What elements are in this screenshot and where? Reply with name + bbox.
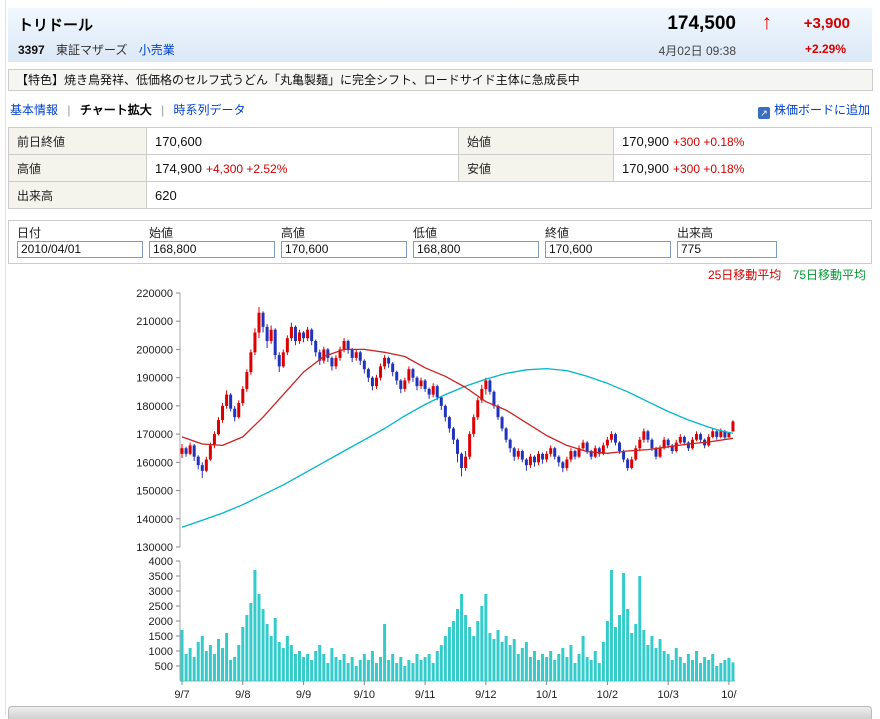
svg-text:160000: 160000	[136, 457, 173, 469]
current-price: 174,500	[667, 13, 736, 34]
stock-name: トリドール	[18, 17, 94, 34]
svg-text:2500: 2500	[149, 601, 173, 613]
tab-separator: |	[161, 103, 165, 117]
label-low: 安値	[458, 154, 614, 182]
next-section-header	[8, 706, 872, 719]
svg-text:220000: 220000	[136, 288, 173, 300]
prev-close-number: 170,600	[155, 133, 202, 149]
form-header-low: 低値	[413, 226, 438, 240]
svg-text:3500: 3500	[149, 571, 173, 583]
svg-text:9/11: 9/11	[415, 689, 436, 701]
tab-chart-expand[interactable]: チャート拡大	[79, 103, 152, 117]
add-to-board-label[interactable]: 株価ボードに追加	[773, 103, 870, 117]
svg-text:1500: 1500	[149, 631, 173, 643]
svg-text:4000: 4000	[149, 556, 173, 568]
legend-ma75: 75日移動平均	[792, 268, 866, 282]
svg-text:9/12: 9/12	[475, 689, 496, 701]
price-change: +3,900	[803, 15, 850, 32]
high-number: 174,900	[155, 160, 202, 176]
svg-text:140000: 140000	[136, 514, 173, 526]
svg-text:130000: 130000	[136, 542, 173, 554]
stock-header: トリドール 3397 東証マザーズ 小売業 174,500 ↑ +3,900 4…	[8, 8, 872, 62]
date-input[interactable]	[17, 240, 143, 258]
svg-text:2000: 2000	[149, 616, 173, 628]
svg-text:9/9: 9/9	[296, 689, 311, 701]
label-volume: 出来高	[8, 181, 147, 209]
form-header-open: 始値	[149, 226, 174, 240]
table-row: 高値 174,900 +4,300 +2.52% 安値 170,900 +300 +…	[8, 154, 872, 182]
form-header-date: 日付	[17, 226, 42, 240]
svg-text:9/7: 9/7	[174, 689, 189, 701]
label-open: 始値	[458, 127, 614, 155]
add-to-board-link[interactable]: ↗ 株価ボードに追加	[757, 101, 870, 119]
stock-market: 東証マザーズ	[56, 43, 128, 57]
table-row: 出来高 620	[8, 181, 872, 209]
svg-text:200000: 200000	[136, 344, 173, 356]
tab-basic-info[interactable]: 基本情報	[10, 103, 59, 117]
daily-quote-form: 日付 始値 高値 低値 終値 出来高	[8, 220, 872, 264]
value-low: 170,900 +300 +0.18%	[613, 154, 872, 182]
svg-text:10/2: 10/2	[597, 689, 618, 701]
chart-legend: 25日移動平均 75日移動平均	[708, 266, 866, 283]
tab-bar: 基本情報 | チャート拡大 | 時系列データ ↗ 株価ボードに追加	[8, 101, 872, 119]
feature-description: 【特色】焼き鳥発祥、低価格のセルフ式うどん「丸亀製麺」に完全シフト、ロードサイド…	[8, 69, 873, 91]
form-header-volume: 出来高	[677, 226, 714, 240]
stock-code-line: 3397 東証マザーズ 小売業	[18, 41, 175, 58]
up-arrow-icon: ↑	[761, 11, 773, 34]
legend-ma25: 25日移動平均	[707, 268, 782, 282]
svg-text:10/3: 10/3	[657, 689, 678, 701]
svg-text:10/1: 10/1	[536, 689, 557, 701]
quote-datetime: 4月02日 09:38	[658, 44, 736, 58]
page-left-border	[5, 0, 6, 715]
svg-text:210000: 210000	[136, 316, 173, 328]
svg-text:9/10: 9/10	[354, 689, 375, 701]
low-input[interactable]	[413, 240, 539, 258]
svg-text:180000: 180000	[136, 401, 173, 413]
open-number: 170,900	[622, 133, 669, 149]
stock-code: 3397	[18, 43, 45, 57]
volume-number: 620	[155, 187, 177, 203]
value-prev-close: 170,600	[146, 127, 459, 155]
form-header-close: 終値	[545, 226, 570, 240]
quote-summary-table: 前日終値 170,600 始値 170,900 +300 +0.18% 高値 17…	[8, 127, 872, 209]
tab-time-series[interactable]: 時系列データ	[173, 103, 246, 117]
open-input[interactable]	[149, 240, 275, 258]
svg-text:1000: 1000	[149, 646, 173, 658]
form-inputs	[17, 240, 809, 258]
svg-text:150000: 150000	[136, 486, 173, 498]
form-header-high: 高値	[281, 226, 306, 240]
value-volume: 620	[146, 181, 872, 209]
tab-separator: |	[67, 103, 71, 117]
svg-text:170000: 170000	[136, 429, 173, 441]
svg-text:3000: 3000	[149, 586, 173, 598]
volume-input[interactable]	[677, 240, 777, 258]
high-input[interactable]	[281, 240, 407, 258]
close-input[interactable]	[545, 240, 671, 258]
value-open: 170,900 +300 +0.18%	[613, 127, 872, 155]
label-prev-close: 前日終値	[8, 127, 147, 155]
label-high: 高値	[8, 154, 147, 182]
price-change-percent: +2.29%	[804, 42, 846, 56]
svg-text:9/8: 9/8	[235, 689, 250, 701]
svg-text:10/: 10/	[721, 689, 737, 701]
svg-text:190000: 190000	[136, 373, 173, 385]
value-high: 174,900 +4,300 +2.52%	[146, 154, 459, 182]
add-board-icon: ↗	[757, 107, 770, 119]
form-headers: 日付 始値 高値 低値 終値 出来高	[17, 224, 809, 241]
low-extra: +300 +0.18%	[673, 161, 745, 176]
open-extra: +300 +0.18%	[673, 134, 745, 149]
svg-text:500: 500	[155, 661, 173, 673]
table-row: 前日終値 170,600 始値 170,900 +300 +0.18%	[8, 127, 872, 155]
low-number: 170,900	[622, 160, 669, 176]
high-extra: +4,300 +2.52%	[206, 161, 288, 176]
sector-link[interactable]: 小売業	[138, 43, 175, 57]
stock-candlestick-chart: 220000 210000 200000 190000 180000 170000 1600…	[136, 288, 737, 701]
